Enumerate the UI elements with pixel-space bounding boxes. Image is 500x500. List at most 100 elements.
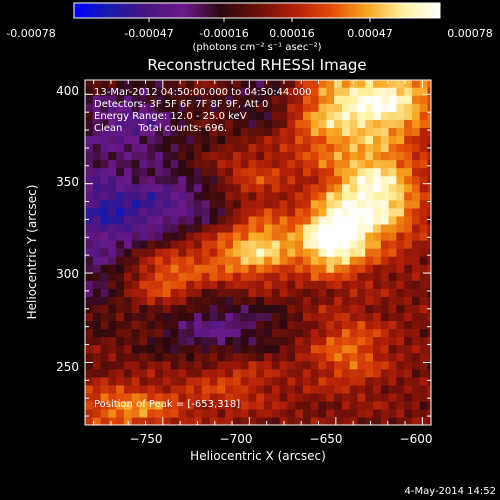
heatmap-cell bbox=[248, 288, 257, 297]
heatmap-cell bbox=[209, 167, 218, 177]
heatmap-cell bbox=[225, 87, 234, 96]
heatmap-cell bbox=[341, 288, 351, 297]
heatmap-cell bbox=[155, 336, 164, 346]
heatmap-cell bbox=[365, 103, 374, 112]
heatmap-cell bbox=[123, 304, 133, 313]
heatmap-cell bbox=[162, 312, 172, 322]
heatmap-cell bbox=[248, 352, 257, 362]
heatmap-cell bbox=[116, 256, 125, 265]
heatmap-cell bbox=[186, 384, 195, 394]
heatmap-cell bbox=[162, 143, 172, 153]
heatmap-cell bbox=[404, 360, 413, 370]
colorbar-tick-label-4: 0.00047 bbox=[347, 27, 393, 40]
heatmap-cell bbox=[178, 360, 187, 370]
heatmap-cell bbox=[92, 167, 102, 177]
heatmap-cell bbox=[131, 231, 141, 241]
heatmap-cell bbox=[341, 360, 351, 370]
heatmap-cell bbox=[326, 304, 335, 313]
heatmap-cell bbox=[373, 328, 382, 338]
heatmap-cell bbox=[225, 80, 234, 88]
heatmap-cell bbox=[193, 191, 203, 201]
heatmap-cell bbox=[201, 296, 211, 305]
heatmap-cell bbox=[225, 95, 234, 104]
heatmap-cell bbox=[302, 280, 312, 289]
heatmap-cell bbox=[92, 400, 102, 410]
heatmap-cell bbox=[85, 95, 94, 104]
heatmap-cell bbox=[85, 304, 94, 313]
heatmap-cell bbox=[131, 336, 141, 346]
heatmap-cell bbox=[380, 320, 390, 330]
heatmap-cell bbox=[147, 288, 156, 297]
heatmap-cell bbox=[201, 360, 211, 370]
heatmap-cell bbox=[147, 167, 156, 177]
heatmap-cell bbox=[411, 119, 421, 128]
heatmap-cell bbox=[123, 296, 133, 305]
heatmap-cell bbox=[131, 248, 141, 257]
heatmap-cell bbox=[427, 95, 431, 104]
heatmap-cell bbox=[380, 368, 390, 378]
heatmap-cell bbox=[162, 175, 172, 185]
heatmap-cell bbox=[271, 207, 281, 217]
heatmap-cell bbox=[225, 344, 234, 354]
heatmap-cell bbox=[240, 119, 250, 128]
heatmap-cell bbox=[287, 143, 296, 153]
heatmap-cell bbox=[155, 400, 164, 410]
heatmap-cell bbox=[147, 119, 156, 128]
heatmap-cell bbox=[256, 256, 265, 265]
heatmap-cell bbox=[201, 264, 211, 273]
heatmap-cell bbox=[240, 288, 250, 297]
heatmap-cell bbox=[85, 143, 94, 153]
heatmap-cell bbox=[116, 111, 125, 120]
heatmap-cell bbox=[326, 400, 335, 410]
heatmap-cell bbox=[310, 280, 320, 289]
colorbar: -0.00078 -0.00047 -0.00016 0.00016 0.000… bbox=[6, 2, 493, 53]
heatmap-cell bbox=[100, 384, 109, 394]
heatmap-cell bbox=[334, 392, 343, 402]
heatmap-cell bbox=[131, 360, 141, 370]
heatmap-cell bbox=[139, 215, 148, 225]
heatmap-cell bbox=[271, 103, 281, 112]
heatmap-cell bbox=[318, 151, 327, 161]
heatmap-cell bbox=[123, 135, 133, 145]
heatmap-cell bbox=[240, 312, 250, 322]
heatmap-cell bbox=[131, 223, 141, 233]
heatmap-cell bbox=[334, 272, 343, 281]
heatmap-cell bbox=[209, 352, 218, 362]
colorbar-tick-label-1: -0.00047 bbox=[124, 27, 173, 40]
heatmap-cell bbox=[373, 312, 382, 322]
heatmap-cell bbox=[170, 264, 180, 273]
heatmap-cell bbox=[193, 248, 203, 257]
heatmap-cell bbox=[365, 167, 374, 177]
heatmap-cell bbox=[264, 159, 273, 169]
annotation-energy-range: Energy Range: 12.0 - 25.0 keV bbox=[94, 111, 247, 122]
heatmap-cell bbox=[256, 392, 265, 402]
heatmap-cell bbox=[404, 223, 413, 233]
heatmap-cell bbox=[209, 296, 218, 305]
heatmap-cell bbox=[240, 320, 250, 330]
heatmap-cell bbox=[162, 151, 172, 161]
heatmap-cell bbox=[131, 119, 141, 128]
heatmap-cell bbox=[123, 167, 133, 177]
heatmap-cell bbox=[380, 296, 390, 305]
heatmap-cell bbox=[411, 328, 421, 338]
heatmap-cell bbox=[295, 416, 304, 425]
heatmap-cell bbox=[139, 183, 148, 193]
heatmap-cell bbox=[357, 352, 366, 362]
heatmap-cell bbox=[225, 272, 234, 281]
heatmap-cell bbox=[256, 344, 265, 354]
heatmap-cell bbox=[302, 103, 312, 112]
heatmap-cell bbox=[271, 80, 281, 88]
heatmap-cell bbox=[310, 95, 320, 104]
heatmap-cell bbox=[264, 223, 273, 233]
heatmap-cell bbox=[349, 175, 359, 185]
heatmap-cell bbox=[310, 384, 320, 394]
heatmap-cell bbox=[287, 231, 296, 241]
heatmap-cell bbox=[388, 336, 398, 346]
heatmap-cell bbox=[116, 400, 125, 410]
heatmap-cell bbox=[318, 352, 327, 362]
heatmap-cell bbox=[279, 400, 289, 410]
heatmap-cell bbox=[404, 312, 413, 322]
heatmap-cell bbox=[427, 352, 431, 362]
heatmap-cell bbox=[287, 103, 296, 112]
heatmap-cell bbox=[100, 191, 109, 201]
